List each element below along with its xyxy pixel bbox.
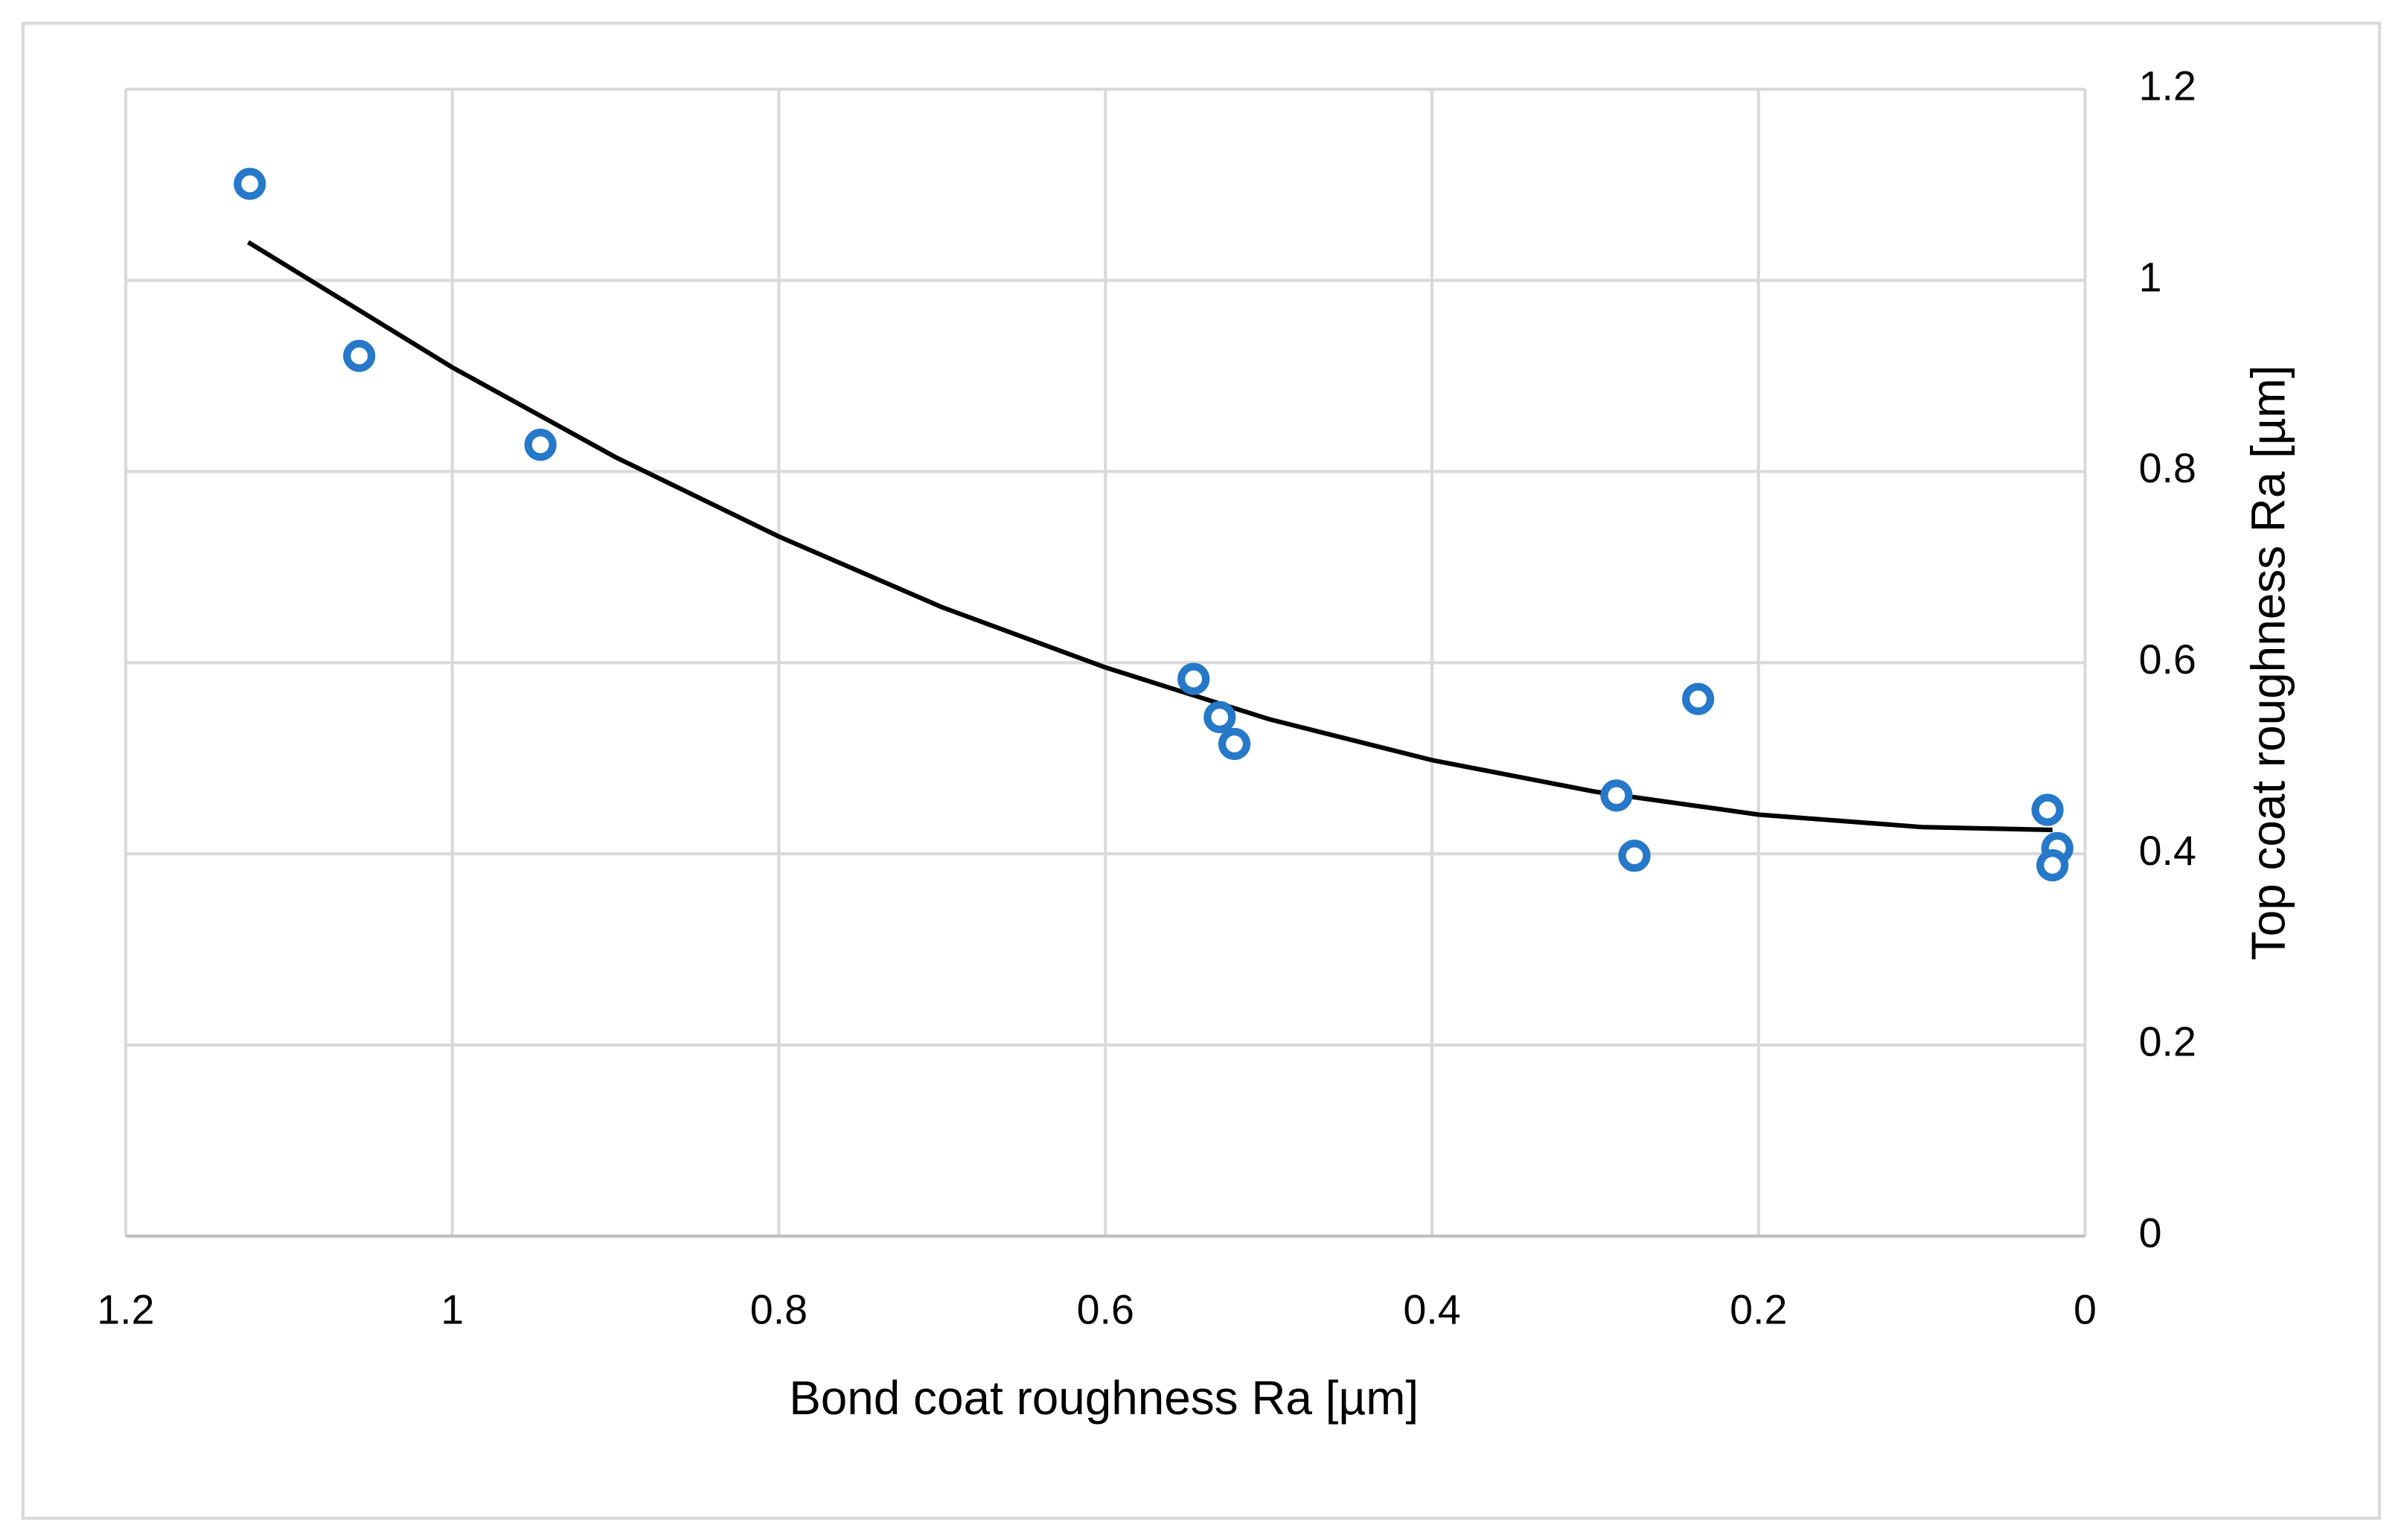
x-tick-label: 1 <box>441 1286 464 1332</box>
x-axis-title: Bond coat roughness Ra [µm] <box>789 1371 1419 1425</box>
x-tick-label: 0 <box>2074 1286 2097 1332</box>
y-axis-title: Top coat roughness Ra [µm] <box>2242 365 2295 960</box>
y-tick-label: 1 <box>2139 254 2162 300</box>
y-tick-label: 0.2 <box>2139 1019 2196 1065</box>
x-tick-label: 0.2 <box>1730 1286 1787 1332</box>
y-tick-label: 0.4 <box>2139 828 2196 874</box>
x-tick-label: 0.6 <box>1077 1286 1134 1332</box>
y-tick-label: 0.6 <box>2139 636 2196 683</box>
data-point <box>1203 700 1236 734</box>
y-tick-label: 1.2 <box>2139 63 2196 109</box>
data-point <box>1177 662 1210 695</box>
data-point <box>524 428 557 461</box>
y-tick-label: 0 <box>2139 1210 2162 1256</box>
x-tick-label: 0.8 <box>750 1286 808 1332</box>
x-tick-label: 1.2 <box>97 1286 154 1332</box>
data-point <box>1618 840 1651 872</box>
x-tick-label: 0.4 <box>1403 1286 1460 1332</box>
data-point <box>1681 683 1715 715</box>
data-point <box>2031 793 2064 826</box>
data-point <box>343 339 376 372</box>
data-point <box>234 167 266 200</box>
data-point <box>1218 727 1251 761</box>
data-point <box>2036 849 2069 882</box>
y-tick-label: 0.8 <box>2139 445 2196 491</box>
chart-border <box>21 22 2382 1520</box>
data-point <box>1600 779 1633 812</box>
